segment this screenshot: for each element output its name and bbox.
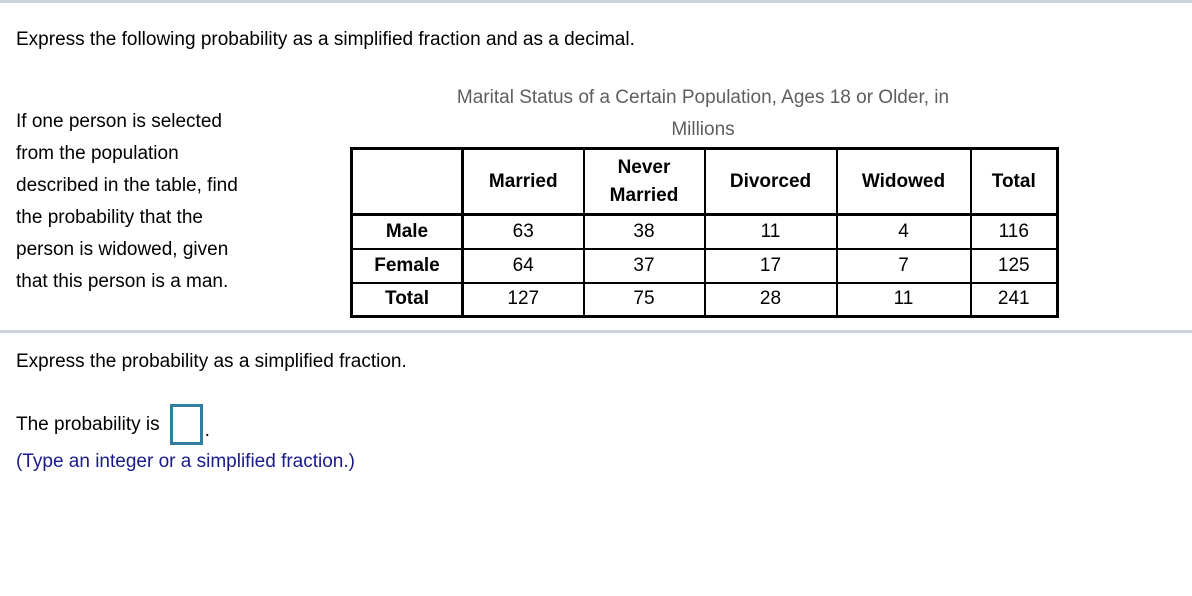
table-cell: 63	[461, 213, 585, 250]
table-title: Marital Status of a Certain Population, …	[456, 87, 950, 140]
table-cell: 75	[582, 281, 706, 318]
table-cell: 125	[969, 247, 1059, 284]
answer-input[interactable]	[169, 404, 203, 445]
answer-prefix: The probability is	[16, 413, 160, 435]
answer-suffix: .	[204, 420, 210, 441]
section-prompt: Express the probability as a simplified …	[16, 351, 407, 372]
table-cell: 28	[703, 281, 838, 318]
section-divider	[0, 330, 1192, 333]
table-cell: 37	[582, 247, 706, 284]
format-hint: (Type an integer or a simplified fractio…	[16, 451, 355, 472]
table-cell: 64	[461, 247, 585, 284]
problem-description: If one person is selected from the popul…	[16, 111, 238, 292]
row-header-total: Total	[350, 281, 464, 318]
column-header-married: Married	[461, 147, 585, 216]
table-row-total: Total 127 75 28 11 241	[350, 281, 1059, 318]
row-header-male: Male	[350, 213, 464, 250]
column-header-divorced: Divorced	[703, 147, 838, 216]
column-header-total: Total	[969, 147, 1059, 216]
table-cell: 116	[969, 213, 1059, 250]
header-row: Married Never Married Divorced Widowed T…	[350, 147, 1059, 216]
table-cell: 127	[461, 281, 585, 318]
row-header-female: Female	[350, 247, 464, 284]
table-row-male: Male 63 38 11 4 116	[350, 213, 1059, 250]
table-cell: 17	[703, 247, 838, 284]
table-cell: 7	[835, 247, 972, 284]
column-header-widowed: Widowed	[835, 147, 972, 216]
table-row-female: Female 64 37 17 7 125	[350, 247, 1059, 284]
table-cell: 241	[969, 281, 1059, 318]
column-header-never-married: Never Married	[582, 147, 706, 216]
table-cell: 11	[703, 213, 838, 250]
table-cell: 38	[582, 213, 706, 250]
top-divider	[0, 0, 1192, 3]
answer-line: The probability is .	[16, 404, 210, 445]
table-cell: 4	[835, 213, 972, 250]
corner-cell	[350, 147, 464, 216]
marital-status-table: Married Never Married Divorced Widowed T…	[350, 147, 1059, 318]
table-cell: 11	[835, 281, 972, 318]
question-text: Express the following probability as a s…	[16, 29, 635, 50]
